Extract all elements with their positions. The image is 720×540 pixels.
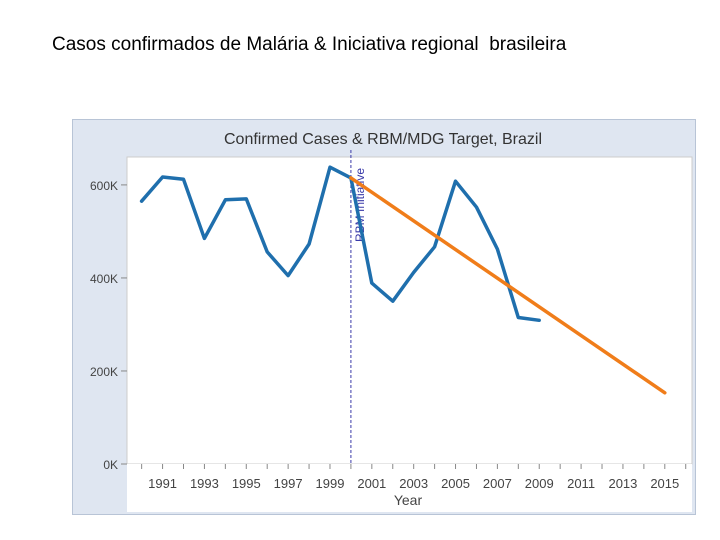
- y-tick-label: 200K: [90, 365, 118, 379]
- series-line-target: [349, 176, 667, 395]
- page-title: Casos confirmados de Malária & Iniciativ…: [52, 34, 567, 55]
- x-tick-label: 2011: [567, 476, 595, 491]
- x-tick-label: 2003: [399, 476, 428, 491]
- x-tick-label: 2015: [650, 476, 679, 491]
- x-tick-label: 1993: [190, 476, 219, 491]
- plot-area: [126, 156, 693, 465]
- x-tick-label: 1991: [148, 476, 177, 491]
- x-axis-label: Year: [394, 492, 423, 508]
- x-tick-label: 2013: [608, 476, 637, 491]
- series-line-confirmed-cases: [139, 165, 541, 323]
- x-axis-area: [127, 464, 692, 512]
- y-tick-label: 0K: [103, 458, 118, 472]
- x-axis: 1991 1993 1995 1997 1999 2001 2003 2005 2007 2009…: [141, 464, 687, 491]
- x-tick-label: 1997: [274, 476, 303, 491]
- x-tick-label: 1995: [232, 476, 261, 491]
- x-tick-label: 2005: [441, 476, 470, 491]
- y-axis: 0K 200K 400K 600K: [90, 179, 127, 472]
- x-tick-label: 2009: [525, 476, 554, 491]
- x-tick-label: 2001: [357, 476, 386, 491]
- x-tick-label: 2007: [483, 476, 512, 491]
- x-tick-label: 1999: [316, 476, 345, 491]
- chart-title: Confirmed Cases & RBM/MDG Target, Brazil: [224, 131, 542, 148]
- y-tick-label: 400K: [90, 272, 118, 286]
- y-tick-label: 600K: [90, 179, 118, 193]
